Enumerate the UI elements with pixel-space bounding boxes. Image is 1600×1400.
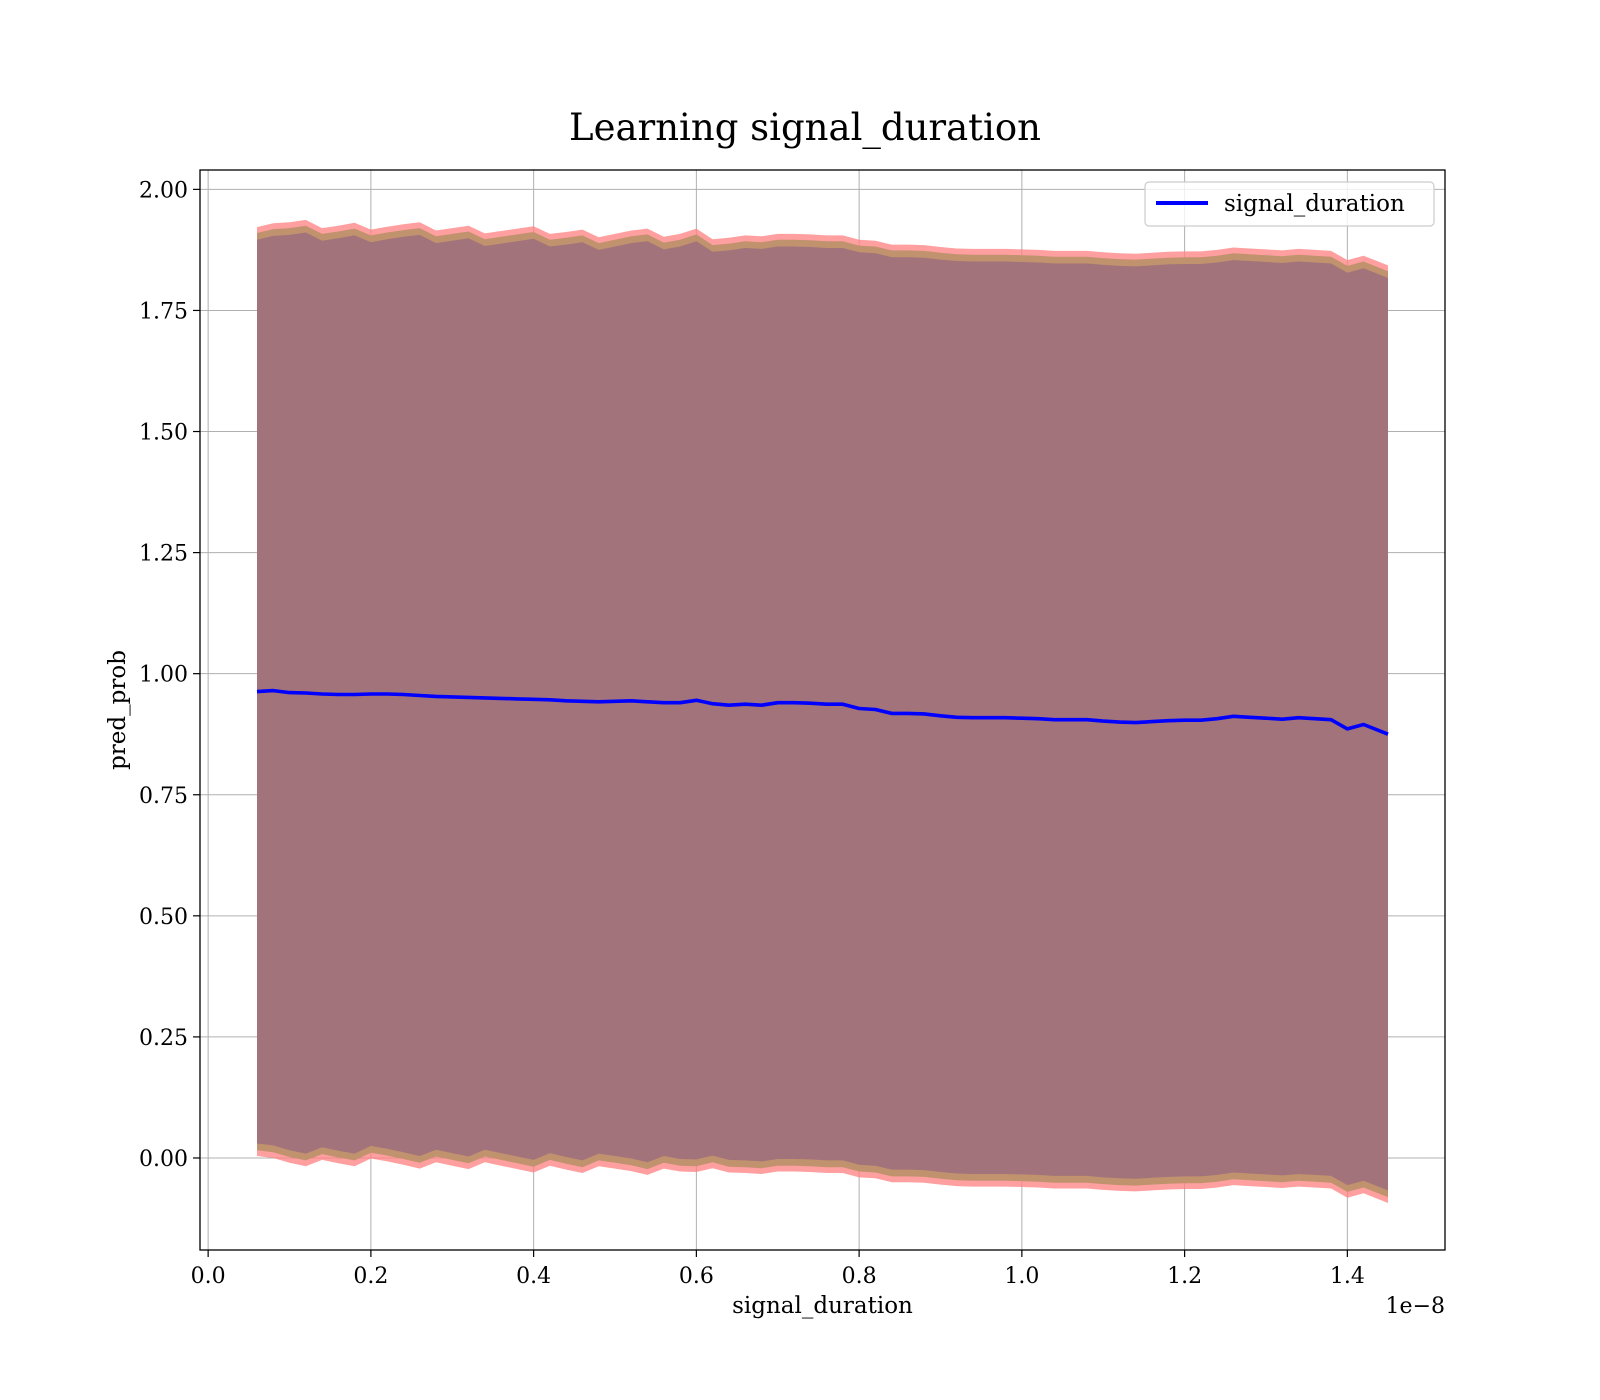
x-axis-title: signal_duration <box>732 1293 913 1319</box>
y-tick-label: 0.75 <box>139 784 188 809</box>
y-tick-label: 0.50 <box>139 905 188 930</box>
y-tick-label: 1.75 <box>139 299 188 324</box>
legend-box <box>1144 181 1435 227</box>
x-tick-label: 1.2 <box>1167 1264 1202 1289</box>
x-tick-label: 0.0 <box>191 1264 226 1289</box>
plot-frame <box>199 169 1446 1251</box>
chart-title: Learning signal_duration <box>569 106 1041 150</box>
legend: signal_duration <box>1144 181 1435 227</box>
y-tick-label: 0.25 <box>139 1026 188 1051</box>
series-lines <box>256 688 1389 736</box>
x-tick-label: 1.0 <box>1004 1264 1039 1289</box>
x-tick-label: 0.2 <box>353 1264 388 1289</box>
y-axis-title: pred_prob <box>105 650 131 770</box>
x-tick-label: 0.6 <box>679 1264 714 1289</box>
y-tick-label: 0.00 <box>139 1147 188 1172</box>
confidence-bands <box>257 219 1388 1203</box>
y-tick-label: 1.50 <box>139 421 188 446</box>
series-line <box>256 688 1389 736</box>
x-tick-label: 0.8 <box>842 1264 877 1289</box>
x-tick-label: 1.4 <box>1330 1264 1365 1289</box>
confidence-band-core <box>257 232 1388 1191</box>
y-tick-label: 1.25 <box>139 542 188 567</box>
legend-label: signal_duration <box>1224 191 1405 217</box>
y-tick-label: 2.00 <box>139 178 188 203</box>
x-axis-ticks: 0.0 0.2 0.4 0.6 0.8 1.0 1.2 1.4 <box>191 1250 1365 1289</box>
x-tick-label: 0.4 <box>516 1264 551 1289</box>
x-axis-offset-label: 1e−8 <box>1386 1294 1445 1319</box>
y-axis-ticks: 0.00 0.25 0.50 0.75 1.00 1.25 1.50 1.75 2.00 <box>139 178 200 1172</box>
y-tick-label: 1.00 <box>139 663 188 688</box>
